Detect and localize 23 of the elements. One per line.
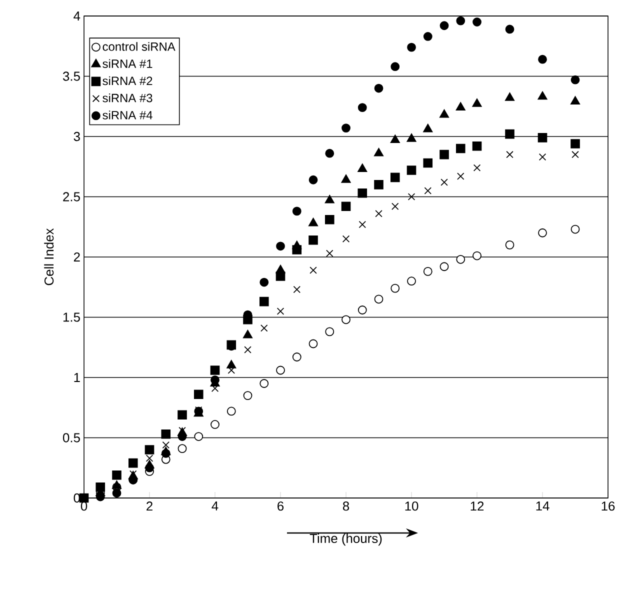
x-tick-label: 2 <box>146 502 152 511</box>
legend-label: control siRNA <box>102 42 176 51</box>
y-tick-label: 4 <box>74 12 80 20</box>
y-tick-label: 3.5 <box>62 72 80 81</box>
x-axis-title: Time (hours) <box>310 534 382 546</box>
x-tick-label: 12 <box>470 502 484 511</box>
legend-label: siRNA #2 <box>102 76 152 86</box>
legend-label: siRNA #4 <box>102 110 152 120</box>
y-tick-label: 1 <box>74 373 80 382</box>
y-tick-label: 2.5 <box>63 192 80 202</box>
x-tick-label: 10 <box>405 502 418 511</box>
y-tick-label: 2 <box>74 252 80 262</box>
x-tick-label: 16 <box>602 502 615 511</box>
x-tick-label: 4 <box>212 502 218 510</box>
y-tick-label: 0.5 <box>62 433 80 442</box>
x-tick-label: 14 <box>536 502 550 510</box>
y-tick-label: 3 <box>74 132 80 142</box>
y-tick-label: 1.5 <box>63 312 80 322</box>
y-axis-title: Cell Index <box>44 228 54 286</box>
legend-label: siRNA #1 <box>102 59 152 68</box>
legend-label: siRNA #3 <box>102 94 152 102</box>
x-tick-label: 6 <box>278 502 284 511</box>
x-tick-label: 8 <box>342 502 350 511</box>
